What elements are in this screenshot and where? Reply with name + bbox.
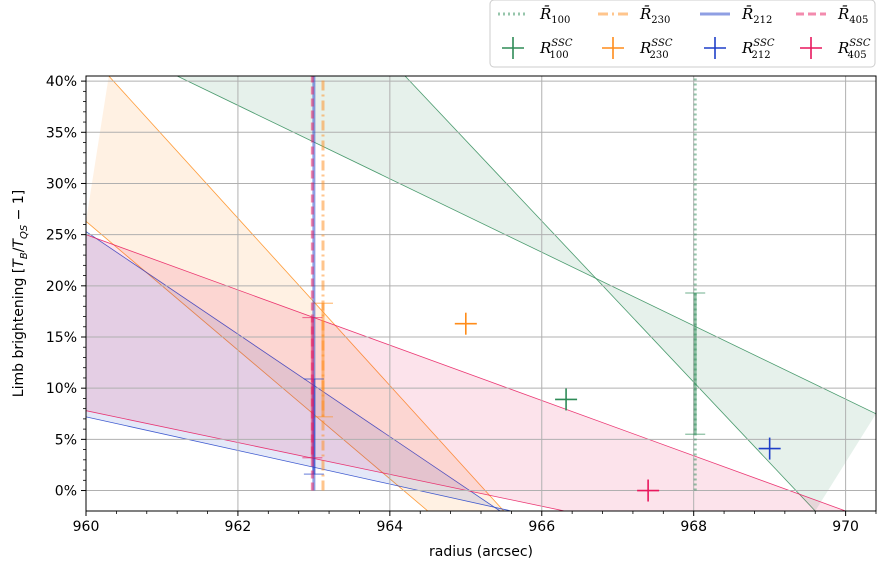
y-axis-label: Limb brightening [TB/TQS − 1]: [11, 190, 30, 397]
band-upper-edge-230: [108, 76, 505, 511]
legend-label-cross-405: RSSC 405: [837, 38, 871, 61]
y-tick-label-7: 35%: [46, 125, 77, 141]
legend-item-line-212: R̄212: [700, 5, 772, 26]
legend-box: [489, 0, 876, 68]
legend-label-cross-100: RSSC 100: [539, 38, 573, 61]
x-tick-label-1: 962: [225, 519, 252, 535]
band-fill-230: [86, 76, 504, 511]
x-tick-label-0: 960: [73, 519, 100, 535]
x-tick-label-2: 964: [376, 519, 403, 535]
ssc-points: [454, 312, 781, 502]
y-tick-label-4: 20%: [46, 279, 77, 295]
x-tick-label-4: 968: [680, 519, 707, 535]
mean-radius-lines: [302, 76, 706, 491]
y-tick-label-2: 10%: [46, 381, 77, 397]
legend: R̄100 R̄230 R̄212 R̄405 RSSC 100 RSSC 230 RSSC 21…: [489, 0, 876, 68]
x-tick-label-3: 966: [528, 519, 555, 535]
y-tick-label-8: 40%: [46, 74, 77, 90]
legend-item-cross-230: RSSC 230: [602, 37, 673, 61]
legend-item-line-100: R̄100: [498, 5, 570, 26]
legend-item-cross-212: RSSC 212: [704, 37, 775, 61]
x-tick-label-5: 970: [832, 519, 859, 535]
band-fill-100: [177, 76, 876, 511]
legend-label-line-230: R̄230: [639, 5, 670, 26]
ssc-point-405: [637, 479, 660, 502]
y-tick-label-5: 25%: [46, 228, 77, 244]
uncertainty-bands: [86, 76, 876, 511]
y-tick-label-0: 0%: [55, 484, 77, 500]
band-upper-edge-405: [86, 234, 846, 511]
legend-label-cross-230: RSSC 230: [639, 38, 673, 61]
y-tick-label-6: 30%: [46, 176, 77, 192]
legend-label-line-212: R̄212: [741, 5, 772, 26]
legend-item-line-405: R̄405: [796, 5, 868, 26]
x-axis-label: radius (arcsec): [429, 544, 533, 560]
y-tick-label-3: 15%: [46, 330, 77, 346]
band-lower-edge-405: [86, 410, 565, 511]
ssc-point-230: [454, 312, 477, 335]
y-tick-label-1: 5%: [55, 432, 77, 448]
legend-label-line-405: R̄405: [837, 5, 868, 26]
ssc-point-212: [758, 437, 781, 460]
legend-item-line-230: R̄230: [598, 5, 670, 26]
legend-label-cross-212: RSSC 212: [741, 38, 775, 61]
legend-item-cross-405: RSSC 405: [800, 37, 871, 61]
axes: 960 962 964 966 968 970 0% 5% 10% 15% 20% 25% 30% 35%…: [11, 74, 877, 560]
legend-label-line-100: R̄100: [539, 5, 570, 26]
band-lower-edge-100: [404, 76, 816, 511]
ssc-point-100: [555, 388, 578, 411]
band-lower-edge-212: [86, 416, 512, 511]
band-upper-edge-212: [86, 231, 501, 511]
legend-item-cross-100: RSSC 100: [502, 37, 573, 61]
